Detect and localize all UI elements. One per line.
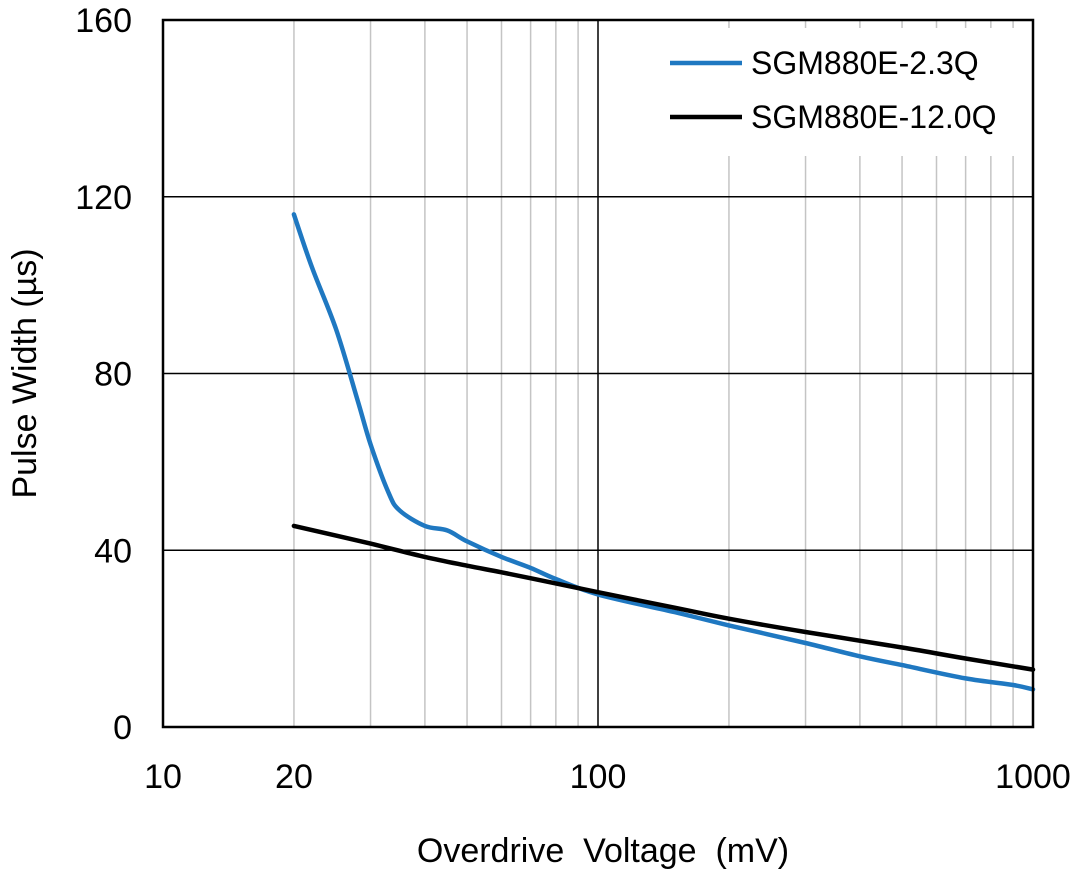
y-tick-label: 40 (94, 532, 132, 570)
x-axis-title: Overdrive Voltage (mV) (417, 832, 789, 870)
legend-label-1: SGM880E-2.3Q (751, 45, 979, 81)
series-lines (291, 212, 1036, 692)
plot-frame (161, 18, 1035, 729)
y-tick-labels: 0 40 80 120 160 (75, 2, 132, 747)
x-tick-label: 20 (275, 758, 313, 796)
x-tick-labels: 10 20 100 1000 (144, 758, 1071, 796)
y-tick-label: 120 (75, 179, 132, 217)
x-tick-label: 1000 (995, 758, 1071, 796)
y-tick-label: 0 (113, 709, 132, 747)
legend: SGM880E-2.3Q SGM880E-12.0Q (670, 45, 996, 135)
series-line-2 (291, 523, 1036, 672)
y-axis-title: Pulse Width (µs) (6, 248, 44, 498)
y-tick-label: 160 (75, 2, 132, 40)
legend-label-2: SGM880E-12.0Q (751, 99, 996, 135)
x-tick-label: 100 (570, 758, 627, 796)
y-tick-label: 80 (94, 356, 132, 394)
legend-background (655, 28, 1027, 156)
major-gridlines (163, 20, 1033, 727)
series-line-1 (291, 212, 1036, 692)
x-tick-label: 10 (144, 758, 182, 796)
